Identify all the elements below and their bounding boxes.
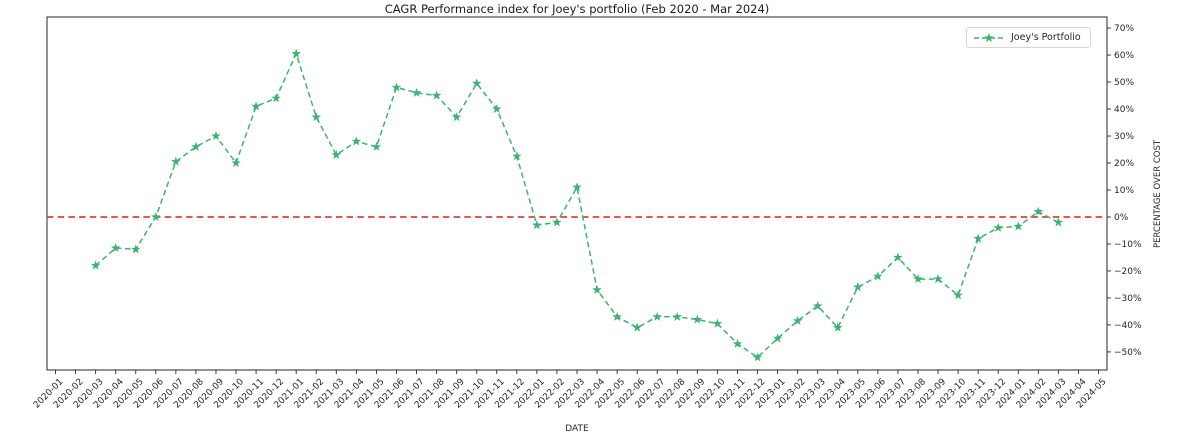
series-point-marker (692, 314, 703, 324)
series-point-marker (90, 260, 101, 270)
series-point-marker (893, 252, 903, 262)
y-tick-label: 70% (1114, 24, 1134, 34)
series-point-marker (391, 82, 402, 92)
series-point-marker (672, 311, 683, 321)
y-tick-label: −50% (1114, 348, 1142, 358)
series-point-marker (792, 315, 803, 325)
series-point-marker (1013, 221, 1024, 231)
y-tick-label: −20% (1114, 267, 1142, 277)
series-point-marker (592, 284, 602, 294)
series-point-marker (371, 141, 382, 151)
series-point-marker (552, 217, 562, 227)
y-tick-label: 10% (1114, 186, 1134, 196)
series-point-marker (532, 220, 542, 230)
y-tick-label: −40% (1114, 321, 1142, 331)
series-point-marker (331, 149, 342, 159)
series-point-marker (873, 271, 883, 281)
plot-border (46, 16, 1108, 371)
series-point-marker (1053, 217, 1064, 227)
series-point-marker (652, 311, 662, 321)
series-point-marker (993, 222, 1003, 232)
y-tick-label: 20% (1114, 159, 1134, 169)
series-point-marker (130, 244, 141, 254)
y-axis-label: PERCENTAGE OVER COST (1153, 139, 1163, 248)
series-point-marker (913, 274, 923, 284)
series-point-marker (752, 352, 763, 362)
series-point-marker (211, 131, 221, 141)
series-point-marker (271, 93, 281, 103)
series-point-marker (251, 101, 261, 111)
series-point-marker (451, 112, 462, 122)
series-point-marker (231, 158, 241, 168)
series-point-marker (772, 333, 783, 343)
y-tick-label: 50% (1114, 78, 1134, 88)
series-point-marker (933, 274, 943, 284)
series-point-marker (973, 233, 983, 243)
y-tick-label: −10% (1114, 240, 1142, 250)
series-point-marker (853, 282, 863, 292)
series-point-marker (291, 48, 301, 58)
series-point-marker (832, 322, 843, 332)
series-point-marker (151, 211, 161, 222)
series-point-marker (171, 156, 181, 166)
legend-label: Joey's Portfolio (1011, 32, 1081, 43)
series-point-marker (732, 338, 743, 348)
series-point-marker (471, 78, 482, 88)
y-tick-label: 30% (1114, 132, 1134, 142)
series-point-marker (812, 301, 823, 311)
series-point-marker (351, 136, 362, 146)
series-point-marker (612, 311, 622, 321)
series-point-marker (431, 90, 442, 100)
series-point-marker (411, 87, 422, 97)
y-tick-label: −30% (1114, 294, 1142, 304)
y-tick-label: 0% (1114, 213, 1129, 223)
series-line (95, 51, 1059, 359)
y-tick-label: 40% (1114, 105, 1134, 115)
series-point-marker (492, 104, 502, 114)
series-point-marker (572, 182, 582, 192)
series-point-marker (712, 318, 723, 328)
star-icon (974, 32, 1004, 42)
series-point-marker (110, 243, 121, 253)
series-point-marker (632, 322, 642, 332)
series-point-marker (191, 141, 201, 151)
series-point-marker (311, 112, 322, 122)
legend: Joey's Portfolio (966, 27, 1091, 48)
series-point-marker (512, 151, 522, 161)
chart-title: CAGR Performance index for Joey's portfo… (384, 2, 770, 16)
series-point-marker (953, 290, 963, 300)
y-tick-label: 60% (1114, 51, 1134, 61)
x-axis-label: DATE (565, 424, 589, 434)
series-point-marker (1033, 206, 1044, 216)
